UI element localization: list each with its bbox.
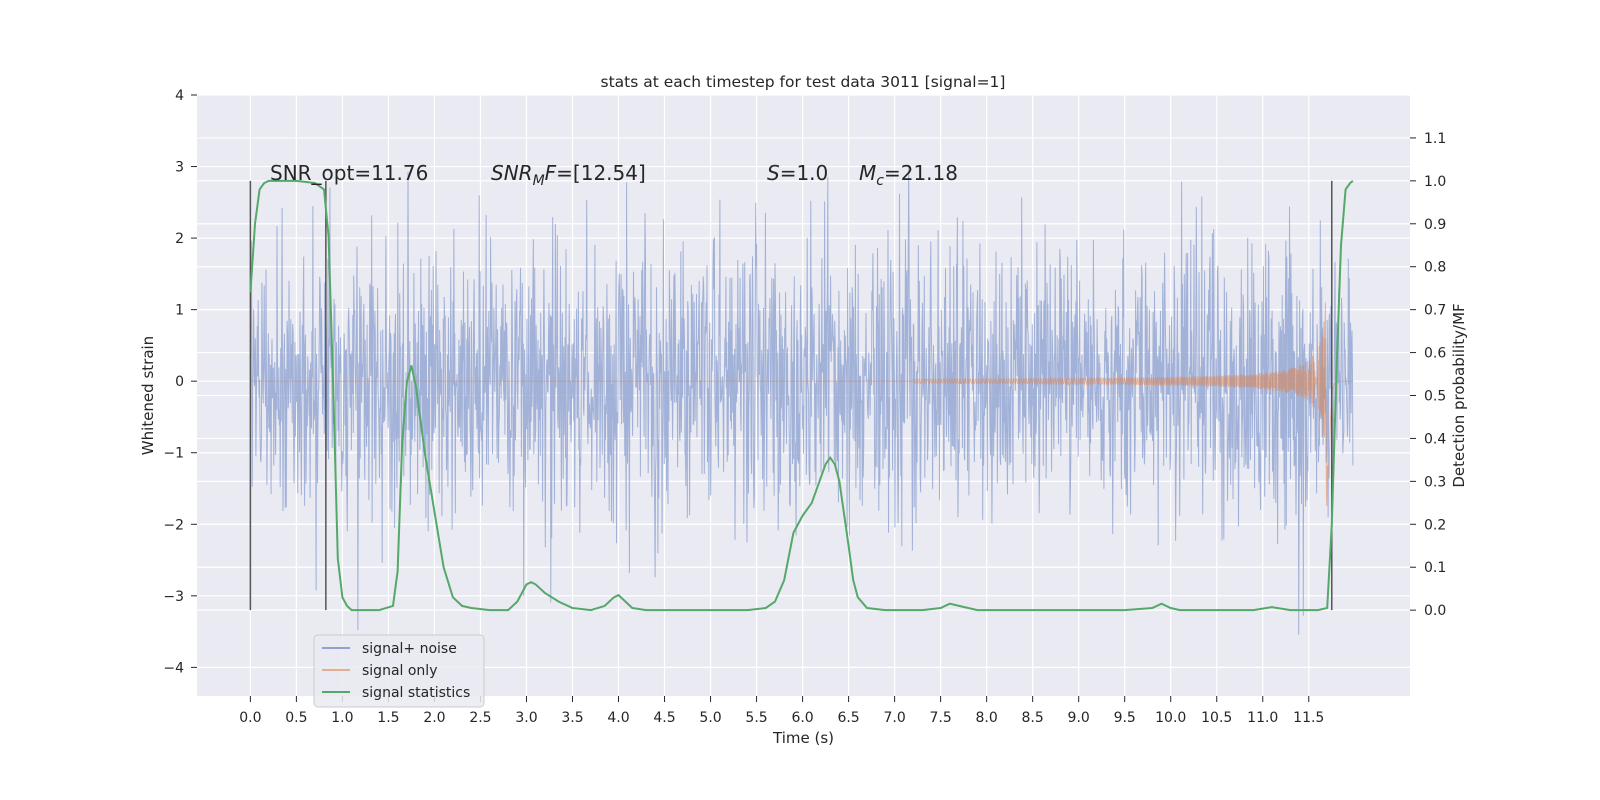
chart-title: stats at each timestep for test data 301… (601, 73, 1006, 91)
y-right-tick-label-9: 0.9 (1424, 217, 1446, 233)
annotation-snr-mf: SNRMF=[12.54] (491, 161, 646, 189)
series-signal-statistics (249, 179, 1354, 612)
y-tick-label-1: −3 (163, 589, 184, 605)
x-tick-label-9: 4.5 (653, 710, 675, 726)
y-axis-label: Whitened strain (139, 336, 157, 455)
x-tick-label-18: 9.0 (1068, 710, 1090, 726)
annotation-s: S=1.0 (767, 161, 828, 185)
y-tick-label-0: −4 (163, 660, 184, 676)
y-tick-label-4: 0 (175, 374, 184, 390)
y-tick-label-2: −2 (163, 517, 184, 533)
y-right-tick-label-5: 0.5 (1424, 389, 1446, 405)
legend-label-signal-noise: signal+ noise (362, 641, 457, 657)
legend-label-signal-only: signal only (362, 663, 437, 679)
y-tick-label-5: 1 (175, 303, 184, 319)
annotation-snr-opt: SNR_opt=11.76 (270, 161, 428, 185)
x-tick-label-21: 10.5 (1201, 710, 1232, 726)
x-tick-label-2: 1.0 (331, 710, 353, 726)
legend: signal+ noise signal only signal statist… (313, 634, 485, 708)
x-axis-label: Time (s) (772, 729, 834, 747)
annotation-mc-value: =21.18 (884, 161, 958, 185)
y-tick-label-7: 3 (175, 160, 184, 176)
legend-label-signal-statistics: signal statistics (362, 685, 470, 701)
x-tick-label-10: 5.0 (699, 710, 721, 726)
y-right-tick-label-11: 1.1 (1424, 131, 1446, 147)
y-right-tick-label-7: 0.7 (1424, 303, 1446, 319)
x-tick-label-13: 6.5 (837, 710, 859, 726)
y-right-tick-label-4: 0.4 (1424, 431, 1446, 447)
x-tick-label-19: 9.5 (1114, 710, 1136, 726)
y-tick-label-6: 2 (175, 231, 184, 247)
x-tick-label-5: 2.5 (469, 710, 491, 726)
x-tick-label-6: 3.0 (515, 710, 537, 726)
x-tick-label-14: 7.0 (883, 710, 905, 726)
axes: 0.0 0.5 1.0 1.5 2.0 2.5 3.0 3.5 4.0 4.5 5.0 5.5 6.0 6… (139, 88, 1468, 747)
x-tick-label-16: 8.0 (976, 710, 998, 726)
x-tick-label-0: 0.0 (239, 710, 261, 726)
series-signal-only (250, 302, 1353, 507)
chart-marks (249, 165, 1354, 635)
annotation-snr-mf-label: SNR (491, 161, 533, 185)
y-right-tick-label-0: 0.0 (1424, 603, 1446, 619)
annotation-mc-label: M (859, 161, 876, 185)
y-right-tick-label-3: 0.3 (1424, 474, 1446, 490)
annotation-snr-mf-rest: F (545, 161, 557, 185)
legend-frame (313, 634, 485, 708)
x-tick-label-12: 6.0 (791, 710, 813, 726)
y-right-tick-label-6: 0.6 (1424, 346, 1446, 362)
x-tick-label-20: 10.0 (1155, 710, 1186, 726)
annotation-s-value: =1.0 (780, 161, 829, 185)
x-tick-label-7: 3.5 (561, 710, 583, 726)
x-tick-label-15: 7.5 (929, 710, 951, 726)
x-tick-label-22: 11.0 (1247, 710, 1278, 726)
y-tick-label-8: 4 (175, 88, 184, 104)
annotation-snr-mf-value: =[12.54] (556, 161, 646, 185)
annotation-mc-sub: c (876, 173, 884, 189)
annotation-snr-mf-sub: M (533, 173, 545, 189)
y-right-tick-label-8: 0.8 (1424, 260, 1446, 276)
x-tick-label-3: 1.5 (377, 710, 399, 726)
x-tick-label-1: 0.5 (285, 710, 307, 726)
y-right-tick-label-10: 1.0 (1424, 174, 1446, 190)
annotation-s-label: S (767, 161, 780, 185)
x-tick-label-17: 8.5 (1022, 710, 1044, 726)
annotation-mc: Mc=21.18 (859, 161, 958, 189)
x-tick-label-11: 5.5 (745, 710, 767, 726)
series-signal-noise (249, 165, 1354, 635)
y-tick-label-3: −1 (163, 446, 184, 462)
x-tick-label-23: 11.5 (1293, 710, 1324, 726)
x-tick-label-4: 2.0 (423, 710, 445, 726)
y-right-tick-label-2: 0.2 (1424, 517, 1446, 533)
y-right-tick-label-1: 0.1 (1424, 560, 1446, 576)
x-tick-label-8: 4.0 (607, 710, 629, 726)
y-axis-label-right: Detection probability/MF (1450, 303, 1468, 487)
